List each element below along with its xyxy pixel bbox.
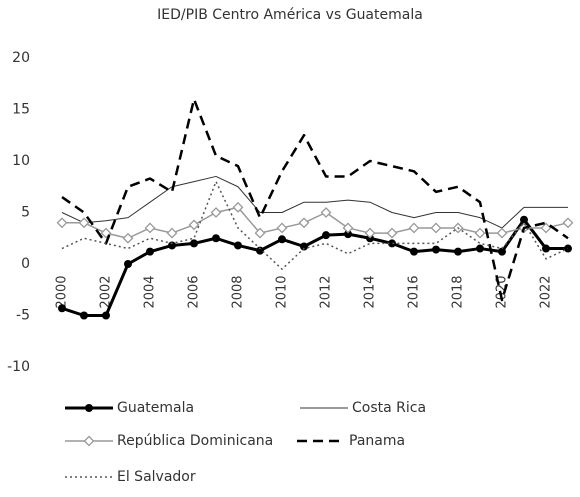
- data-point: [254, 227, 266, 239]
- data-point: [166, 227, 178, 239]
- data-point: [78, 217, 90, 229]
- y-tick-label: 0: [21, 256, 30, 272]
- data-point: [542, 244, 550, 253]
- x-tick-label: 2014: [363, 275, 378, 308]
- x-tick-label: 2012: [319, 275, 334, 308]
- data-point: [278, 235, 286, 244]
- data-point: [58, 304, 66, 313]
- y-tick-label: 10: [12, 153, 30, 169]
- x-tick-label: 2002: [99, 275, 114, 308]
- chart-title: IED/PIB Centro América vs Guatemala: [157, 7, 423, 23]
- x-tick-label: 2022: [539, 275, 554, 308]
- y-tick-label: 5: [21, 205, 30, 221]
- data-point: [342, 222, 354, 234]
- data-point: [386, 227, 398, 239]
- x-tick-label: 2018: [451, 275, 466, 308]
- x-tick-label: 2008: [231, 275, 246, 308]
- x-tick-label: 2004: [143, 275, 158, 308]
- data-point: [322, 231, 330, 240]
- series-line: [61, 180, 569, 270]
- x-tick-label: 2000: [55, 275, 70, 308]
- legend-marker: [85, 404, 93, 412]
- data-point: [364, 227, 376, 239]
- data-point: [430, 222, 442, 234]
- data-point: [212, 234, 220, 243]
- data-point: [562, 217, 574, 229]
- data-point: [102, 311, 110, 320]
- data-point: [344, 230, 352, 239]
- data-point: [476, 244, 484, 253]
- data-point: [234, 241, 242, 250]
- legend-label: Guatemala: [117, 400, 194, 416]
- data-point: [474, 227, 486, 239]
- data-point: [300, 242, 308, 251]
- data-point: [256, 246, 264, 255]
- data-point: [56, 217, 68, 229]
- data-point: [496, 227, 508, 239]
- data-point: [432, 245, 440, 254]
- data-point: [540, 222, 552, 234]
- y-tick-label: -5: [16, 308, 30, 324]
- x-tick-label: 2016: [407, 275, 422, 308]
- y-tick-label: 20: [12, 50, 30, 66]
- data-point: [80, 311, 88, 320]
- x-tick-label: 2010: [275, 275, 290, 308]
- data-point: [498, 247, 506, 256]
- series-line: [61, 97, 569, 302]
- legend-label: Panama: [349, 433, 405, 449]
- data-point: [410, 247, 418, 256]
- data-point: [454, 247, 462, 256]
- data-point: [298, 217, 310, 229]
- data-point: [210, 207, 222, 218]
- data-point: [168, 241, 176, 250]
- data-point: [520, 215, 528, 224]
- y-tick-label: -10: [7, 359, 30, 375]
- data-point: [276, 222, 288, 234]
- data-point: [388, 239, 396, 248]
- legend-label: El Salvador: [117, 469, 196, 485]
- data-point: [146, 247, 154, 256]
- data-point: [188, 219, 200, 231]
- x-tick-label: 2006: [187, 275, 202, 308]
- y-tick-label: 15: [12, 102, 30, 118]
- data-point: [124, 260, 132, 268]
- legend-label: República Dominicana: [117, 433, 273, 449]
- data-point: [144, 222, 156, 234]
- data-point: [122, 232, 134, 244]
- data-point: [190, 239, 198, 248]
- legend-label: Costa Rica: [352, 400, 426, 416]
- data-point: [232, 201, 244, 213]
- legend-marker: [83, 435, 95, 447]
- data-point: [408, 222, 420, 234]
- data-point: [320, 207, 332, 218]
